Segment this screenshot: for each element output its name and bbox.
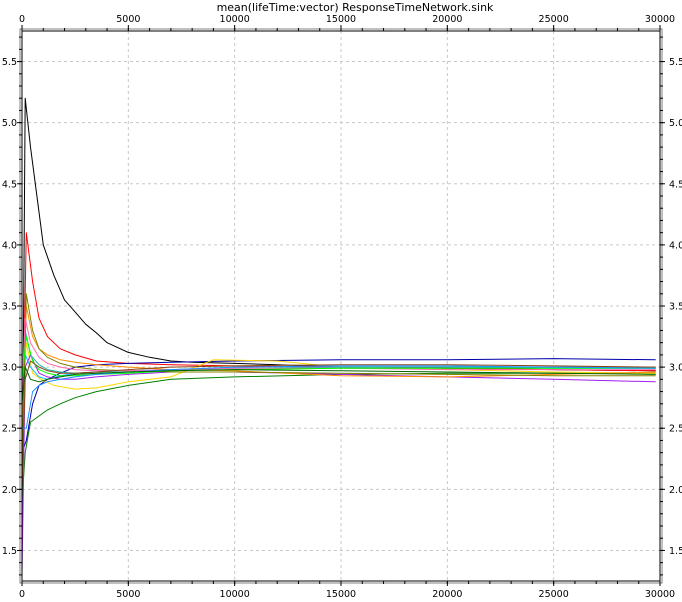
series-line: [22, 365, 656, 429]
x-tick-label-top: 30000: [645, 14, 675, 25]
y-tick-label-left: 2.0: [2, 485, 17, 496]
series-layer: [21, 97, 656, 575]
tick-labels: 0 0 5000 5000 10000 10000 15000 15000 20000 20000…: [2, 14, 682, 600]
grid-lines: [21, 31, 661, 581]
chart-title: mean(lifeTime:vector) ResponseTimeNetwor…: [217, 1, 494, 14]
y-tick-label-right: 4.0: [669, 240, 682, 251]
x-tick-label-bottom: 10000: [220, 589, 250, 600]
x-tick-label-top: 20000: [432, 14, 462, 25]
axis-frame: [17, 25, 665, 586]
y-tick-label-left: 5.0: [2, 118, 17, 129]
y-tick-label-right: 4.5: [669, 179, 682, 190]
y-tick-label-right: 5.5: [669, 57, 682, 68]
y-tick-label-left: 1.5: [2, 546, 17, 557]
y-tick-label-left: 2.5: [2, 424, 17, 435]
x-tick-label-top: 5000: [116, 14, 140, 25]
series-line: [21, 366, 656, 404]
series-line: [21, 317, 656, 392]
x-tick-label-bottom: 5000: [116, 589, 140, 600]
y-tick-label-left: 3.5: [2, 302, 17, 313]
y-tick-label-right: 3.0: [669, 363, 682, 374]
x-tick-label-top: 15000: [326, 14, 356, 25]
x-tick-label-bottom: 15000: [326, 589, 356, 600]
y-tick-label-right: 1.5: [669, 546, 682, 557]
y-tick-label-left: 4.0: [2, 240, 17, 251]
series-line: [21, 305, 656, 441]
x-tick-label-top: 0: [19, 14, 25, 25]
y-tick-label-left: 5.5: [2, 57, 17, 68]
y-tick-label-left: 4.5: [2, 179, 17, 190]
y-tick-label-right: 5.0: [669, 118, 682, 129]
y-tick-label-right: 3.5: [669, 302, 682, 313]
x-tick-label-bottom: 30000: [645, 589, 675, 600]
x-tick-label-top: 10000: [220, 14, 250, 25]
x-tick-label-top: 25000: [539, 14, 569, 25]
series-line: [21, 293, 656, 465]
x-tick-label-bottom: 25000: [539, 589, 569, 600]
y-tick-label-left: 3.0: [2, 363, 17, 374]
y-tick-label-right: 2.5: [669, 424, 682, 435]
y-tick-label-right: 2.0: [669, 485, 682, 496]
x-tick-label-bottom: 20000: [432, 589, 462, 600]
series-line: [21, 360, 656, 490]
x-tick-label-bottom: 0: [19, 589, 25, 600]
